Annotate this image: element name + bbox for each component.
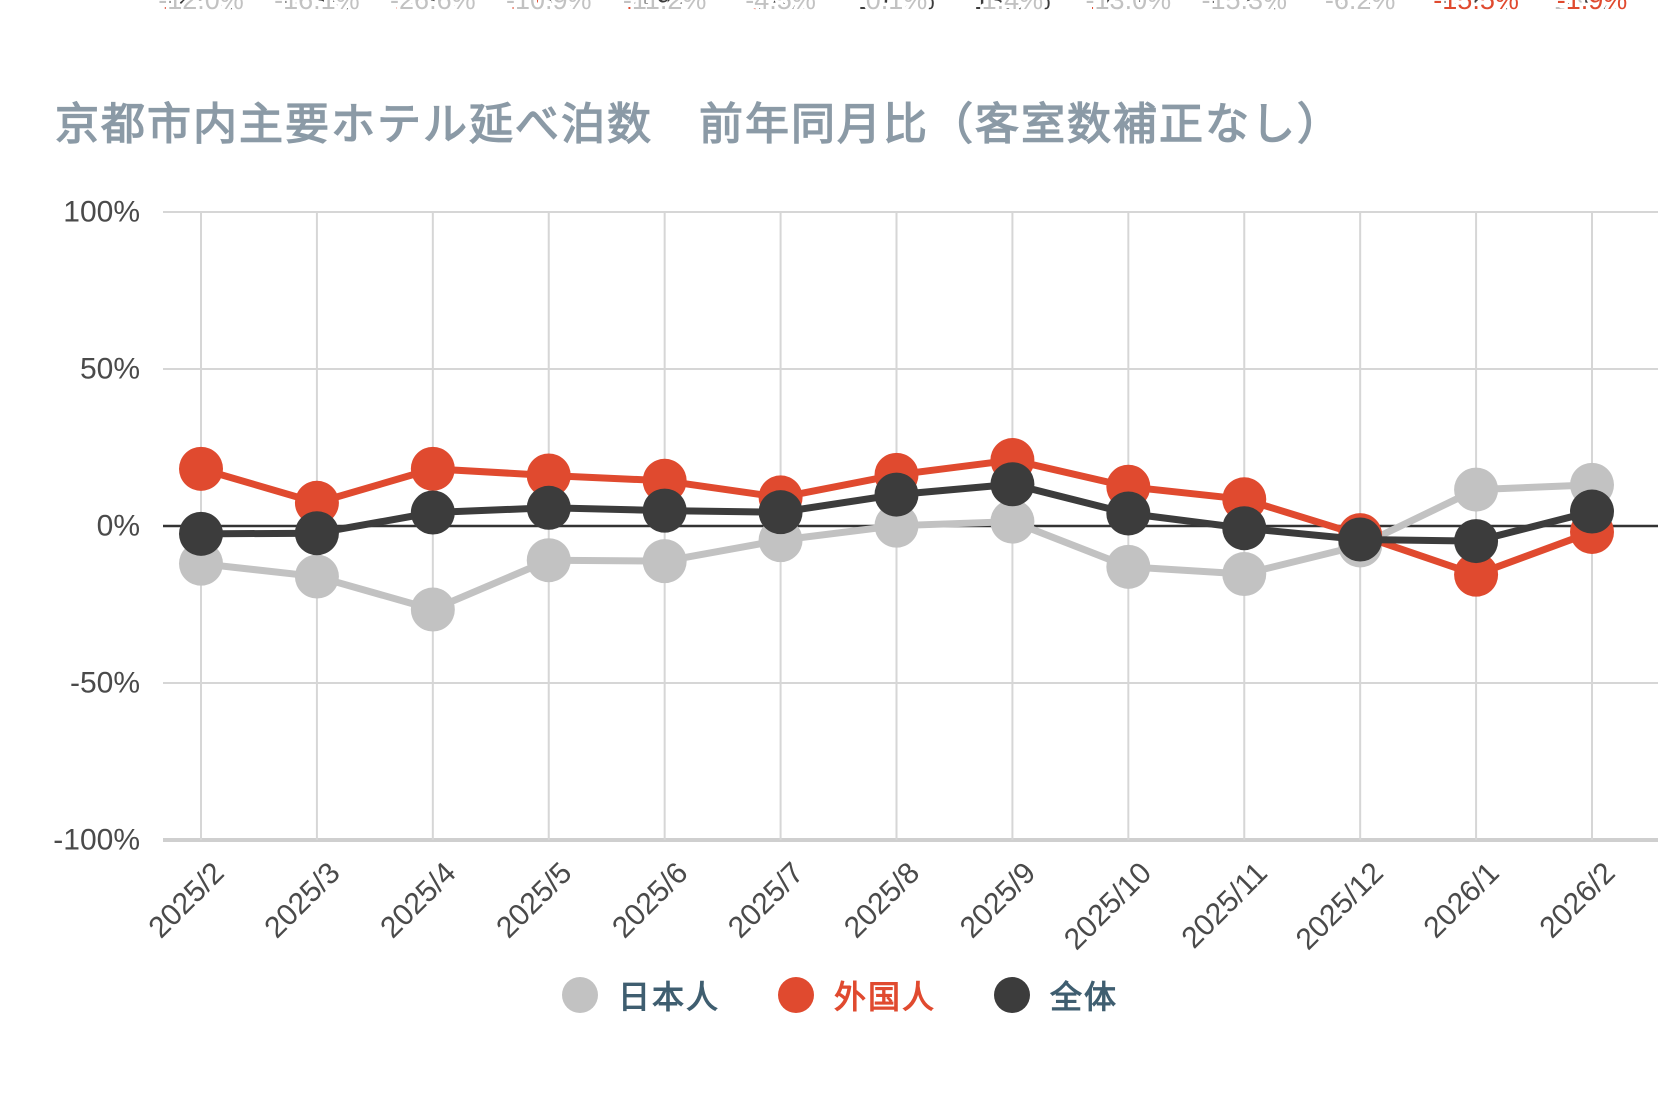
data-label-外国人-2025/2: 18.2%	[163, 0, 240, 15]
data-label-全体-2026/2: 4.6%	[1561, 0, 1623, 15]
data-label-日本人-2025/7: -4.5%	[745, 0, 816, 15]
data-label-外国人-2025/8: 16.3%	[858, 0, 935, 15]
data-label-日本人-2025/4: -26.6%	[390, 0, 476, 15]
y-tick-label-50: 50%	[80, 353, 140, 386]
data-label-外国人-2025/12: -2.9%	[1325, 0, 1396, 15]
data-label-日本人-2025/6: -11.2%	[623, 0, 707, 15]
data-label-日本人-2025/3: -16.1%	[274, 0, 360, 15]
data-label-日本人-2025/11: -15.3%	[1201, 0, 1287, 15]
data-label-全体-2025/5: 5.8%	[518, 0, 580, 15]
legend-dot-japanese-icon	[561, 977, 598, 1013]
data-point-日本人-2025/11[interactable]	[1222, 552, 1267, 597]
y-tick-label--50: -50%	[70, 667, 140, 700]
legend-dot-foreigner-icon	[777, 977, 814, 1013]
x-tick-label-2025/9: 2025/9	[954, 856, 1042, 944]
data-point-外国人-2025/3[interactable]	[294, 480, 339, 525]
data-label-日本人-2025/10: -13.0%	[1086, 0, 1172, 15]
data-point-日本人-2025/8[interactable]	[874, 503, 919, 548]
data-label-全体-2025/11: -0.7%	[1209, 0, 1280, 15]
data-point-外国人-2025/2[interactable]	[179, 446, 223, 491]
data-point-全体-2025/12[interactable]	[1338, 517, 1383, 562]
data-point-全体-2025/10[interactable]	[1106, 491, 1151, 536]
y-tick-label-0: 0%	[97, 510, 140, 543]
data-point-全体-2025/11[interactable]	[1222, 506, 1267, 551]
legend-item-foreigner[interactable]: 外国人	[777, 972, 936, 1018]
x-tick-label-2025/6: 2025/6	[606, 856, 694, 944]
x-tick-label-2025/8: 2025/8	[838, 856, 926, 944]
data-label-全体-2025/6: 4.9%	[634, 0, 696, 15]
data-point-日本人-2025/3[interactable]	[294, 554, 339, 599]
data-label-日本人-2025/5: -10.9%	[506, 0, 592, 15]
legend: 日本人 外国人 全体	[0, 972, 1680, 1018]
data-label-外国人-2025/7: 9.1%	[750, 0, 812, 15]
data-point-全体-2025/9[interactable]	[990, 462, 1035, 507]
data-label-全体-2025/8: 10.0%	[858, 0, 935, 15]
data-label-外国人-2025/3: 7.4%	[286, 0, 348, 15]
data-label-日本人-2026/2: 13.1%	[1554, 0, 1631, 15]
data-label-外国人-2025/5: 16.1%	[510, 0, 587, 15]
data-point-外国人-2025/5[interactable]	[526, 453, 571, 498]
legend-label-foreigner: 外国人	[833, 979, 936, 1015]
x-tick-label-2025/5: 2025/5	[490, 856, 578, 944]
data-point-全体-2025/6[interactable]	[642, 488, 687, 533]
data-point-全体-2025/5[interactable]	[526, 485, 571, 530]
legend-item-total[interactable]: 全体	[994, 972, 1118, 1018]
x-tick-label-2025/2: 2025/2	[142, 856, 230, 944]
data-label-全体-2025/7: 4.4%	[750, 0, 812, 15]
data-label-外国人-2025/6: 14.4%	[626, 0, 703, 15]
data-label-外国人-2025/10: 12.5%	[1090, 0, 1167, 15]
x-tick-label-2025/4: 2025/4	[374, 856, 462, 944]
data-label-全体-2025/9: 13.3%	[974, 0, 1051, 15]
data-label-日本人-2025/12: -6.2%	[1325, 0, 1396, 15]
data-point-日本人-2025/9[interactable]	[990, 499, 1035, 544]
data-point-日本人-2025/5[interactable]	[526, 538, 571, 583]
y-tick-label--100: -100%	[53, 824, 140, 857]
data-point-日本人-2025/10[interactable]	[1106, 544, 1151, 589]
data-point-全体-2026/2[interactable]	[1570, 489, 1614, 534]
data-point-外国人-2025/4[interactable]	[410, 446, 455, 491]
data-label-外国人-2026/2: -1.9%	[1557, 0, 1628, 15]
legend-label-japanese: 日本人	[617, 979, 720, 1015]
data-point-全体-2025/8[interactable]	[874, 472, 919, 517]
chart-title: 京都市内主要ホテル延べ泊数 前年同月比（客室数補正なし）	[55, 100, 1343, 149]
data-point-全体-2025/7[interactable]	[758, 490, 803, 535]
data-label-日本人-2025/8: 0.1%	[866, 0, 928, 15]
data-label-外国人-2025/9: 21.0%	[974, 0, 1051, 15]
data-label-外国人-2025/11: 8.5%	[1213, 0, 1275, 15]
y-tick-label-100: 100%	[63, 196, 140, 229]
data-label-日本人-2025/9: 1.4%	[982, 0, 1044, 15]
data-point-全体-2025/2[interactable]	[179, 511, 223, 556]
x-tick-label-2025/7: 2025/7	[722, 856, 810, 944]
data-point-外国人-2026/1[interactable]	[1454, 552, 1499, 597]
legend-label-total: 全体	[1050, 979, 1119, 1015]
data-point-日本人-2025/4[interactable]	[410, 587, 455, 632]
data-label-日本人-2025/2: -12.0%	[158, 0, 244, 15]
legend-dot-total-icon	[994, 977, 1030, 1013]
data-point-全体-2026/1[interactable]	[1454, 519, 1499, 564]
data-point-日本人-2026/1[interactable]	[1454, 467, 1499, 512]
data-label-日本人-2026/1: 11.6%	[1439, 0, 1514, 15]
data-label-全体-2025/2: -2.5%	[166, 0, 237, 15]
x-tick-label-2025/10: 2025/10	[1058, 856, 1158, 956]
data-label-外国人-2025/4: 18.2%	[395, 0, 472, 15]
data-label-全体-2025/10: 4.0%	[1098, 0, 1160, 15]
data-label-全体-2026/1: -4.8%	[1441, 0, 1512, 15]
x-tick-label-2026/2: 2026/2	[1533, 856, 1621, 944]
data-label-外国人-2026/1: -15.5%	[1433, 0, 1519, 15]
data-label-全体-2025/3: -2.3%	[282, 0, 353, 15]
data-point-全体-2025/3[interactable]	[294, 511, 339, 556]
x-tick-label-2026/1: 2026/1	[1418, 856, 1506, 944]
data-point-全体-2025/4[interactable]	[410, 490, 455, 535]
data-label-全体-2025/4: 4.3%	[402, 0, 464, 15]
x-tick-label-2025/11: 2025/11	[1175, 856, 1273, 954]
data-label-全体-2025/12: -4.3%	[1325, 0, 1396, 15]
x-tick-label-2025/3: 2025/3	[258, 856, 346, 944]
x-tick-label-2025/12: 2025/12	[1290, 856, 1390, 956]
data-point-日本人-2025/6[interactable]	[642, 539, 687, 584]
legend-item-japanese[interactable]: 日本人	[561, 972, 720, 1018]
